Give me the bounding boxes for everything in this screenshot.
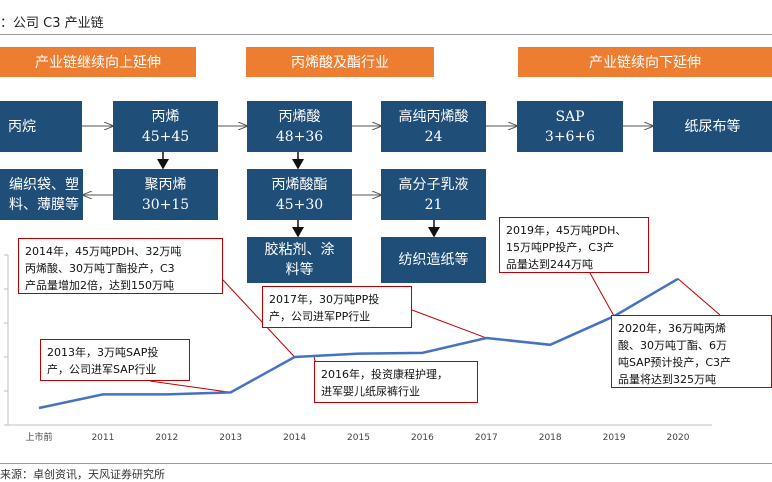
x-tick-label: 2013 [219, 433, 242, 443]
x-tick-label: 2015 [347, 433, 370, 443]
box-high-purity-acrylic-acid: 高纯丙烯酸 24 [381, 101, 486, 152]
header-downstream: 产业链续向下延伸 [518, 47, 772, 77]
box-propane: 丙烷 [0, 101, 82, 152]
leader-2020 [677, 278, 721, 316]
box-acrylate: 丙烯酸酯 45+30 [247, 169, 352, 220]
x-tick-label: 2019 [603, 433, 626, 443]
leader-2017 [411, 309, 487, 339]
leader-2013 [149, 380, 231, 393]
x-tick-label: 2014 [283, 433, 306, 443]
box-propylene: 丙烯 45+45 [113, 101, 218, 152]
x-tick-label: 2018 [539, 433, 562, 443]
bottom-divider [0, 463, 772, 464]
x-tick-label: 上市前 [25, 431, 52, 443]
callout-2017: 2017年，30万吨PP投 产，公司进军PP行业 [262, 286, 412, 328]
x-tick-label: 2016 [411, 433, 434, 443]
box-diapers: 纸尿布等 [653, 101, 772, 152]
header-upstream: 产业链继续向上延伸 [0, 47, 196, 77]
callout-2019: 2019年，45万吨PDH、 15万吨PP投产，C3产 品量达到244万吨 [499, 217, 649, 273]
box-sap: SAP 3+6+6 [517, 101, 623, 152]
callout-2014: 2014年，45万吨PDH、32万吨 丙烯酸、30万吨丁酯投产，C3 产品量增加2倍… [18, 238, 223, 294]
box-acrylic-acid: 丙烯酸 48+36 [247, 101, 352, 152]
box-polypropylene: 聚丙烯 30+15 [113, 169, 218, 220]
x-tick-label: 2017 [475, 433, 498, 443]
box-textile-paper: 纺织造纸等 [381, 237, 486, 283]
leader-2019 [589, 272, 615, 317]
x-tick-label: 2012 [155, 433, 178, 443]
capacity-series-line [38, 277, 679, 410]
leader-2014 [222, 279, 295, 358]
box-pp-products: 编织袋、塑 料、薄膜等 [0, 169, 83, 220]
top-divider [0, 34, 772, 35]
header-middle: 丙烯酸及酯行业 [246, 47, 434, 77]
x-tick-label: 2011 [91, 433, 114, 443]
box-adhesive-coating: 胶粘剂、涂 料等 [247, 237, 352, 283]
callout-2013: 2013年，3万吨SAP投 产，公司进军SAP行业 [40, 339, 190, 381]
box-polymer-emulsion: 高分子乳液 21 [381, 169, 486, 220]
figure-source: 来源：卓创资讯，天风证券研究所 [0, 468, 165, 481]
callout-2016: 2016年，投资康程护理， 进军婴儿纸尿裤行业 [314, 361, 478, 403]
x-tick-labels: 上市前 2011 2012 2013 2014 2015 2016 2017 2018 2019 2… [25, 431, 689, 443]
y-ticks [4, 254, 8, 426]
callout-2020: 2020年，36万吨丙烯 酸、30万吨丁酯、6万 吨SAP预计投产，C3产 品量将达到… [611, 315, 772, 388]
figure-title: ：公司 C3 产业链 [0, 16, 104, 31]
x-tick-label: 2020 [667, 433, 690, 443]
